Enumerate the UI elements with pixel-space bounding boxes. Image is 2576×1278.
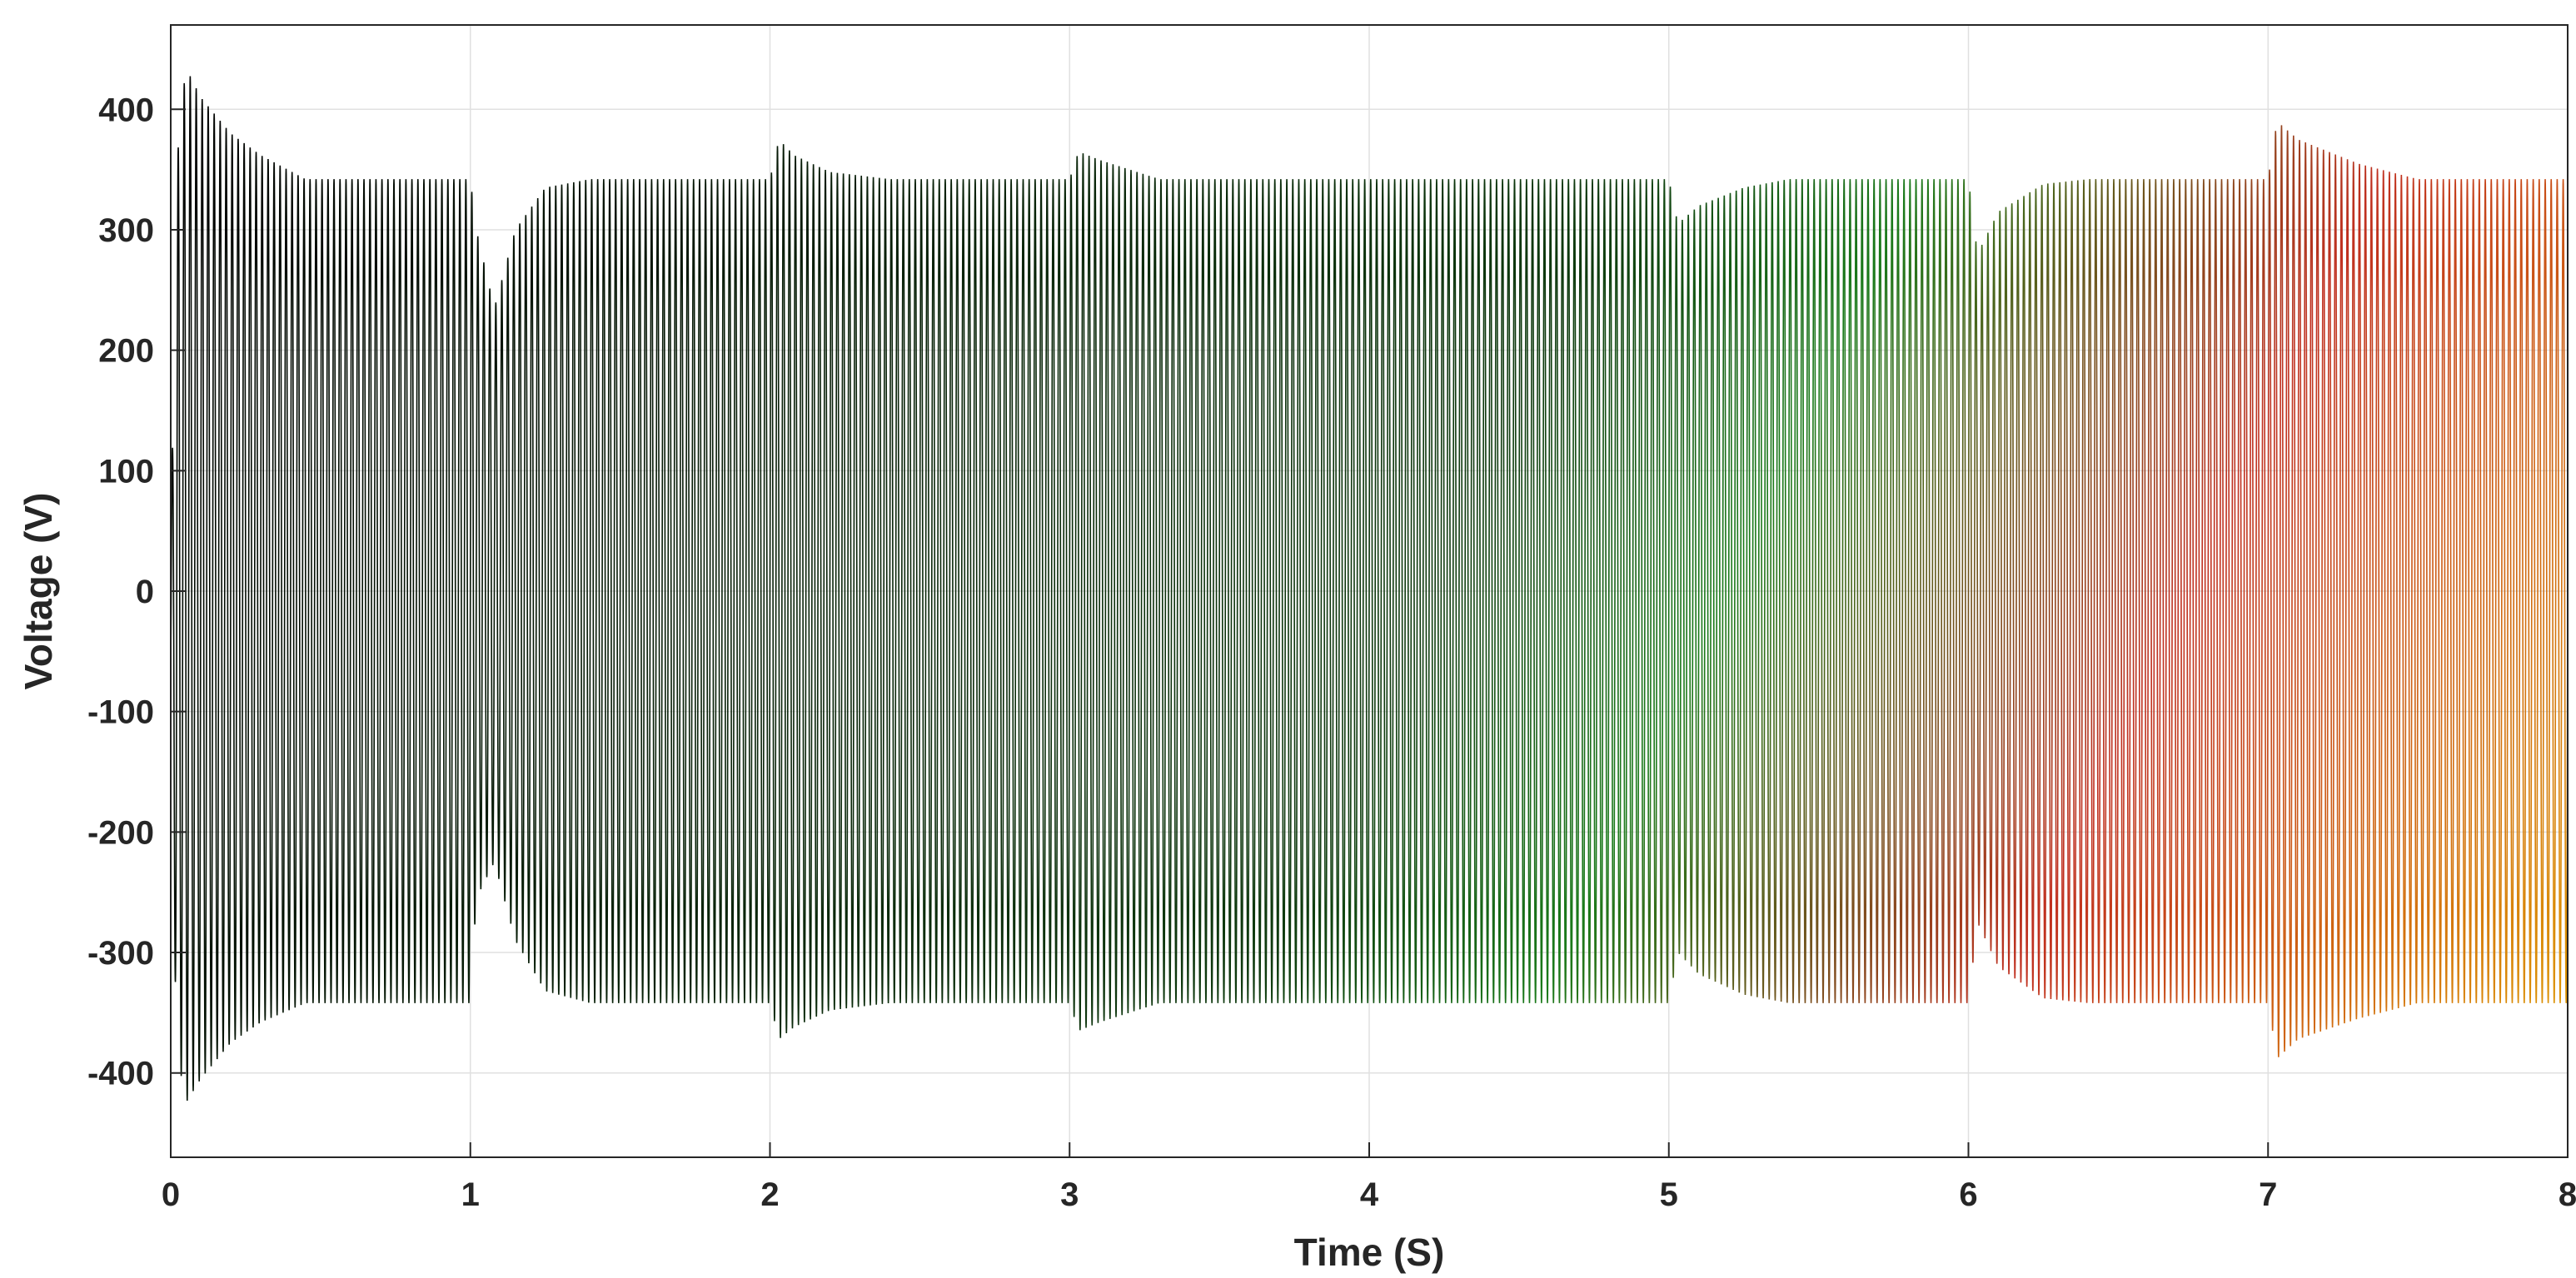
voltage-waveform	[171, 76, 2568, 1101]
x-tick-label: 1	[461, 1176, 480, 1213]
y-axis-ticks: -400 -300 -200 -100 0 100 200 300 400	[87, 92, 186, 1092]
y-tick-label: 400	[98, 92, 154, 128]
y-tick-label: -100	[87, 694, 154, 731]
y-tick-label: -200	[87, 814, 154, 851]
x-tick-label: 2	[760, 1176, 779, 1213]
x-tick-label: 8	[2559, 1176, 2576, 1213]
x-tick-label: 3	[1060, 1176, 1079, 1213]
x-tick-label: 4	[1360, 1176, 1379, 1213]
y-tick-label: 300	[98, 212, 154, 249]
y-tick-label: -400	[87, 1056, 154, 1092]
y-tick-label: 100	[98, 453, 154, 490]
x-axis-label: Time (S)	[1294, 1231, 1445, 1274]
x-axis-ticks: 0 1 2 3 4 5 6 7 8	[162, 1142, 2576, 1213]
y-tick-label: 200	[98, 333, 154, 370]
x-tick-label: 5	[1660, 1176, 1678, 1213]
x-tick-label: 7	[2259, 1176, 2277, 1213]
x-tick-label: 0	[162, 1176, 180, 1213]
x-tick-label: 6	[1959, 1176, 1977, 1213]
y-axis-label: Voltage (V)	[17, 493, 60, 690]
y-tick-label: 0	[136, 574, 154, 610]
y-tick-label: -300	[87, 935, 154, 972]
